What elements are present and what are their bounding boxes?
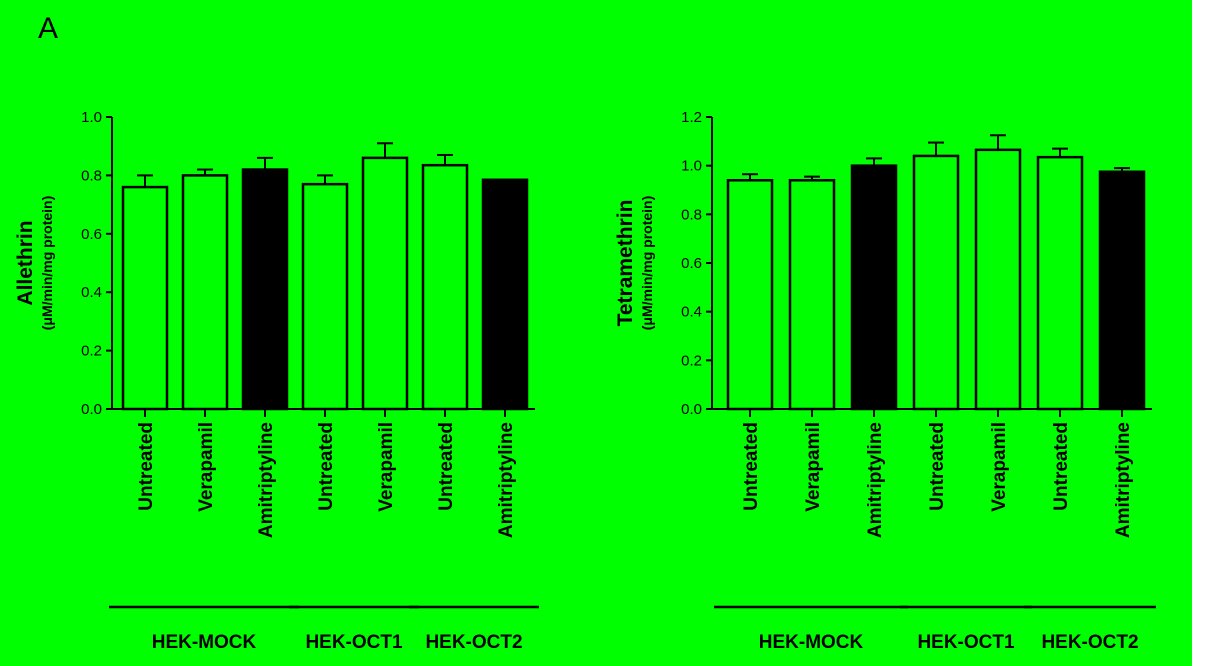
bar (181, 174, 229, 411)
y-tick-label: 0.6 (81, 226, 102, 243)
y-tick-label: 0.0 (81, 401, 102, 418)
group-label: HEK-OCT1 (917, 632, 1015, 653)
category-label: Verapamil (803, 422, 824, 512)
bar (481, 178, 529, 411)
category-label: Amitriptyline (496, 422, 517, 538)
y-tick-label: 1.0 (81, 109, 102, 126)
y-axis-title: Allethrin (14, 220, 37, 305)
y-tick-label: 0.0 (681, 401, 702, 418)
group-label: HEK-MOCK (759, 632, 864, 653)
bar (912, 154, 960, 411)
bar (788, 179, 836, 411)
bar (726, 179, 774, 411)
category-label: Untreated (316, 422, 337, 511)
category-label: Untreated (136, 422, 157, 511)
group-label: HEK-OCT2 (1041, 632, 1138, 653)
y-tick-label: 0.4 (681, 304, 702, 321)
bar (974, 148, 1022, 411)
category-label: Amitriptyline (256, 422, 277, 538)
category-label: Untreated (1051, 422, 1072, 511)
bar (1036, 155, 1084, 411)
bar (121, 185, 169, 411)
y-tick-label: 0.8 (681, 206, 702, 223)
bar (241, 168, 289, 411)
category-label: Untreated (927, 422, 948, 511)
y-axis-unit: (μM/min/mg protein) (639, 196, 655, 331)
bar (301, 182, 349, 411)
y-tick-label: 1.0 (681, 158, 702, 175)
allethrin-panel: 0.0 0.2 0.4 0.6 0.8 1.0 Allethrin (μM/min/mg pr… (14, 109, 539, 653)
tetramethrin-panel: 0.0 0.2 0.4 0.6 0.8 1.0 1.2 Tetramethrin (μM/min… (614, 109, 1156, 653)
y-axis-unit: (μM/min/mg protein) (39, 196, 55, 331)
category-label: Verapamil (196, 422, 217, 512)
category-label: Amitriptyline (1113, 422, 1134, 538)
y-tick-label: 1.2 (681, 109, 702, 126)
y-tick-label: 0.2 (81, 343, 102, 360)
bar (850, 164, 898, 411)
category-label: Verapamil (376, 422, 397, 512)
y-tick-label: 0.6 (681, 255, 702, 272)
bar (421, 163, 469, 411)
y-tick-label: 0.2 (681, 352, 702, 369)
bar (361, 156, 409, 411)
group-label: HEK-OCT1 (305, 632, 403, 653)
category-label: Verapamil (989, 422, 1010, 512)
category-label: Untreated (741, 422, 762, 511)
y-axis-title: Tetramethrin (614, 200, 637, 327)
bar (1098, 170, 1146, 411)
panel-letter: A (38, 12, 58, 45)
category-label: Amitriptyline (865, 422, 886, 538)
group-label: HEK-OCT2 (425, 632, 522, 653)
y-tick-label: 0.4 (81, 284, 102, 301)
y-tick-label: 0.8 (81, 167, 102, 184)
category-label: Untreated (436, 422, 457, 511)
group-label: HEK-MOCK (152, 632, 257, 653)
